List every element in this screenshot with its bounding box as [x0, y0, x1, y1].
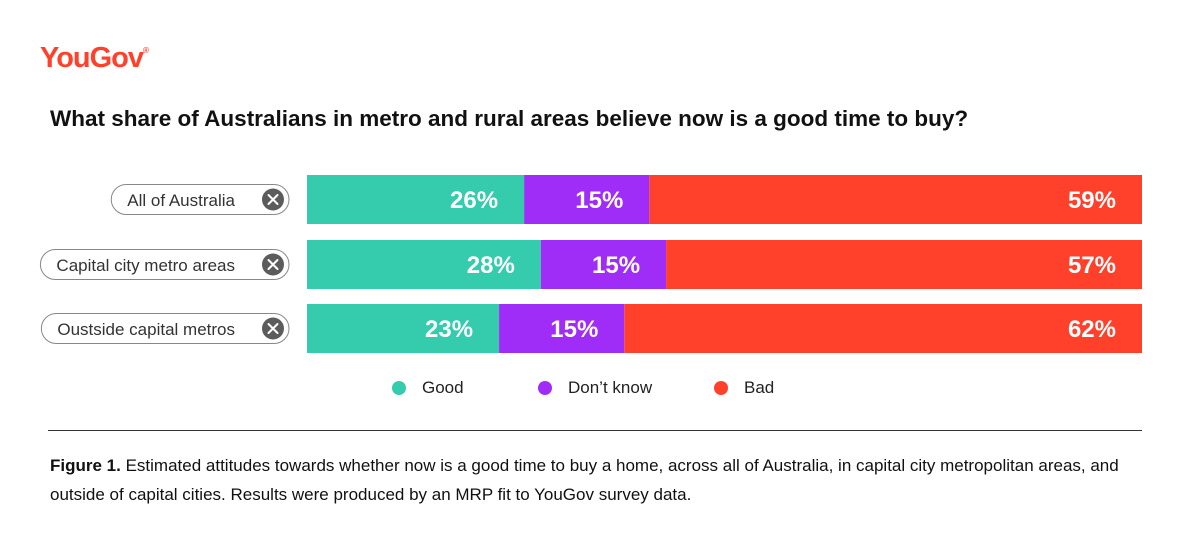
- bar-value-label-bad-1: 57%: [1068, 252, 1116, 279]
- figure-caption: Figure 1. Estimated attitudes towards wh…: [50, 451, 1140, 509]
- bar-segment-bad-1: [666, 240, 1142, 289]
- legend-swatch-bad: [714, 381, 728, 395]
- category-pill: [110, 184, 290, 215]
- chart-legend: Good Don’t know Bad: [392, 378, 834, 398]
- figure-caption-text: Estimated attitudes towards whether now …: [50, 456, 1119, 504]
- close-cross: [267, 323, 279, 334]
- bar-segment-good-0: [307, 175, 525, 224]
- legend-item-good: Good: [392, 378, 538, 398]
- bar-segment-bad-0: [649, 175, 1142, 224]
- close-cross: [267, 259, 279, 270]
- chart-title: What share of Australians in metro and r…: [50, 106, 969, 131]
- legend-label-good: Good: [422, 378, 464, 397]
- close-cross: [267, 194, 279, 205]
- category-label-text: All of Australia: [127, 191, 235, 210]
- bar-value-label-dont-know-0: 15%: [575, 187, 623, 214]
- category-label-0: All of Australia: [110, 184, 290, 215]
- close-circle-icon[interactable]: [262, 253, 284, 276]
- legend-swatch-good: [392, 381, 406, 395]
- legend-label-dont-know: Don’t know: [568, 378, 653, 397]
- bar-segment-good-2: [307, 304, 500, 353]
- category-label-text: Oustside capital metros: [57, 320, 235, 339]
- legend-item-bad: Bad: [714, 378, 834, 398]
- legend-swatch-dont-know: [538, 381, 552, 395]
- figure-label: Figure 1.: [50, 456, 121, 475]
- category-pill: [40, 313, 290, 344]
- bar-segment-good-1: [307, 240, 541, 289]
- category-pill: [39, 249, 290, 280]
- bar-value-label-bad-0: 59%: [1068, 187, 1116, 214]
- category-label-text: Capital city metro areas: [56, 256, 235, 275]
- bar-value-label-dont-know-2: 15%: [550, 316, 598, 343]
- bar-segment-dont-know-1: [540, 240, 667, 289]
- legend-item-dont-know: Don’t know: [538, 378, 714, 398]
- bar-value-label-good-1: 28%: [467, 252, 515, 279]
- category-label-1: Capital city metro areas: [39, 249, 290, 280]
- bar-value-label-dont-know-1: 15%: [592, 252, 640, 279]
- bar-value-label-good-0: 26%: [450, 187, 498, 214]
- bar-segment-bad-2: [624, 304, 1142, 353]
- yougov-logo: YouGov®: [40, 42, 149, 74]
- category-label-2: Oustside capital metros: [40, 313, 290, 344]
- close-circle-icon[interactable]: [262, 188, 284, 211]
- legend-label-bad: Bad: [744, 378, 775, 397]
- caption-divider: [48, 430, 1142, 431]
- bar-value-label-good-2: 23%: [425, 316, 473, 343]
- bar-value-label-bad-2: 62%: [1068, 316, 1116, 343]
- bar-segment-dont-know-0: [524, 175, 650, 224]
- bar-segment-dont-know-2: [499, 304, 625, 353]
- close-circle-icon[interactable]: [262, 317, 284, 340]
